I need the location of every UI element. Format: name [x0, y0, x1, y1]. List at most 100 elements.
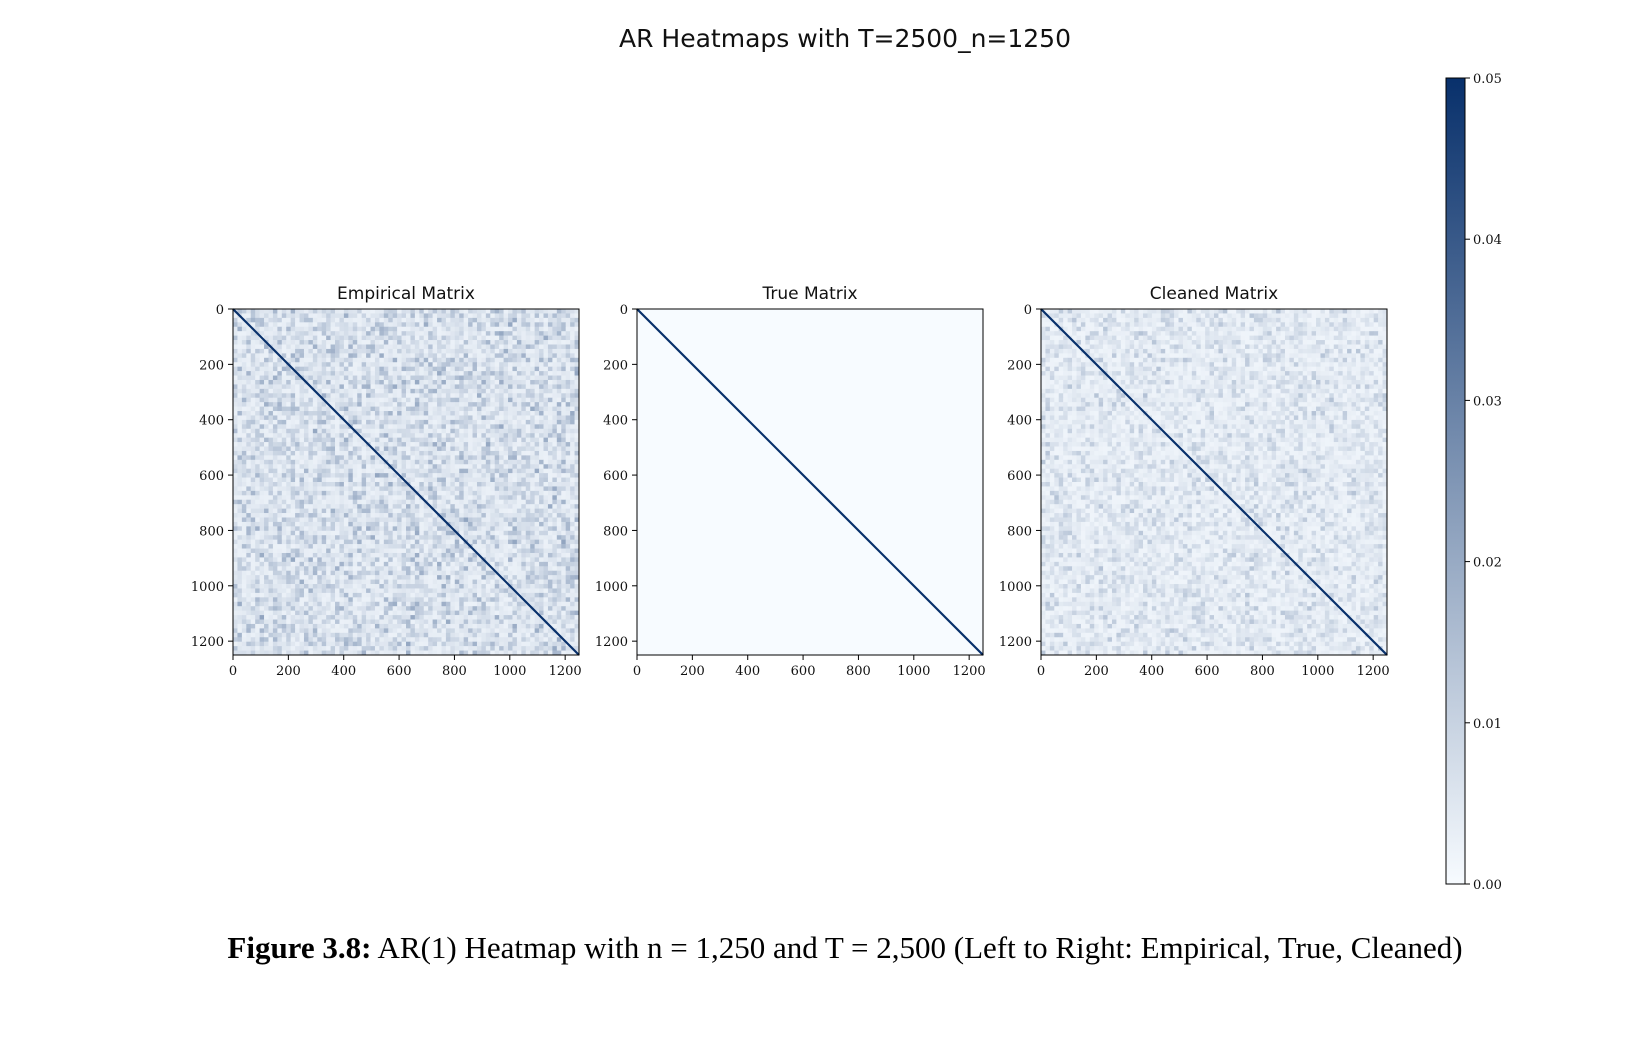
- heatmap-cell: [357, 499, 362, 505]
- heatmap-cell: [348, 526, 354, 532]
- heatmap-cell: [481, 579, 487, 585]
- heatmap-cell: [547, 548, 553, 554]
- heatmap-cell: [250, 566, 256, 572]
- heatmap-cell: [264, 570, 269, 576]
- heatmap-cell: [530, 415, 535, 421]
- heatmap-cell: [268, 442, 274, 447]
- heatmap-cell: [494, 490, 500, 496]
- heatmap-cell: [277, 313, 283, 319]
- heatmap-cell: [233, 313, 238, 319]
- heatmap-cell: [556, 521, 562, 527]
- heatmap-cell: [303, 348, 309, 354]
- heatmap-cell: [374, 344, 380, 350]
- heatmap-cell: [312, 442, 318, 447]
- heatmap-cell: [570, 379, 575, 385]
- heatmap-cell: [521, 379, 527, 385]
- heatmap-cell: [516, 322, 522, 328]
- heatmap-cell: [454, 357, 460, 363]
- heatmap-cell: [468, 406, 473, 412]
- heatmap-cell: [357, 340, 362, 345]
- heatmap-cell: [468, 344, 473, 350]
- heatmap-cell: [299, 442, 305, 447]
- heatmap-cell: [397, 482, 402, 487]
- heatmap-cell: [494, 566, 500, 572]
- heatmap-cell: [241, 508, 247, 514]
- heatmap-cell: [530, 375, 535, 381]
- heatmap-cell: [485, 473, 491, 478]
- heatmap-cell: [388, 557, 393, 563]
- heatmap-cell: [357, 459, 362, 465]
- heatmap-cell: [339, 375, 345, 381]
- heatmap-cell: [561, 419, 566, 425]
- heatmap-cell: [543, 371, 549, 376]
- heatmap-cell: [388, 468, 393, 474]
- heatmap-cell: [237, 513, 243, 518]
- heatmap-cell: [485, 490, 491, 496]
- heatmap-cell: [565, 561, 571, 567]
- heatmap-cell: [512, 495, 518, 501]
- heatmap-cell: [290, 584, 296, 589]
- heatmap-cell: [423, 455, 429, 461]
- heatmap-cell: [308, 539, 314, 545]
- heatmap-cell: [552, 508, 558, 514]
- heatmap-cell: [286, 504, 291, 509]
- heatmap-cell: [530, 393, 535, 399]
- heatmap-cell: [343, 322, 349, 328]
- heatmap-cell: [454, 450, 460, 456]
- heatmap-cell: [521, 419, 527, 425]
- heatmap-cell: [459, 326, 464, 332]
- heatmap-cell: [233, 588, 238, 594]
- heatmap-cell: [570, 477, 575, 483]
- heatmap-cell: [552, 557, 558, 563]
- heatmap-cell: [450, 557, 456, 563]
- heatmap-cell: [472, 459, 478, 465]
- heatmap-cell: [388, 362, 393, 367]
- heatmap-cell: [494, 526, 500, 532]
- heatmap-cell: [237, 362, 243, 367]
- heatmap-cell: [485, 486, 491, 492]
- heatmap-cell: [472, 446, 478, 452]
- heatmap-cell: [499, 544, 504, 549]
- heatmap-cell: [366, 433, 371, 438]
- heatmap-cell: [388, 552, 393, 558]
- heatmap-cell: [392, 335, 398, 341]
- heatmap-cell: [250, 455, 256, 461]
- heatmap-cell: [419, 530, 425, 536]
- heatmap-cell: [556, 428, 562, 434]
- heatmap-cell: [534, 428, 540, 434]
- heatmap-cell: [290, 468, 296, 474]
- heatmap-cell: [406, 326, 411, 332]
- heatmap-cell: [530, 437, 535, 443]
- heatmap-cell: [437, 477, 442, 483]
- heatmap-cell: [286, 371, 291, 376]
- heatmap-cell: [534, 450, 540, 456]
- heatmap-cell: [303, 371, 309, 376]
- heatmap-cell: [512, 313, 518, 319]
- heatmap-cell: [565, 384, 571, 390]
- heatmap-cell: [414, 552, 420, 558]
- heatmap-cell: [543, 508, 549, 514]
- heatmap-cell: [374, 446, 380, 452]
- heatmap-cell: [556, 575, 562, 580]
- heatmap-cell: [370, 371, 376, 376]
- heatmap-cell: [539, 570, 544, 576]
- heatmap-cell: [574, 384, 580, 390]
- heatmap-cell: [525, 495, 531, 501]
- heatmap-cell: [530, 411, 535, 416]
- heatmap-cell: [459, 450, 464, 456]
- heatmap-cell: [330, 388, 336, 394]
- heatmap-cell: [259, 446, 265, 452]
- heatmap-cell: [432, 450, 438, 456]
- heatmap-cell: [357, 357, 362, 363]
- heatmap-cell: [450, 508, 456, 514]
- heatmap-cell: [530, 535, 535, 540]
- heatmap-cell: [348, 482, 354, 487]
- heatmap-cell: [459, 309, 464, 314]
- heatmap-cell: [246, 504, 252, 509]
- heatmap-cell: [330, 504, 336, 509]
- heatmap-cell: [574, 521, 580, 527]
- heatmap-cell: [525, 357, 531, 363]
- heatmap-cell: [259, 473, 265, 478]
- heatmap-cell: [259, 575, 265, 580]
- heatmap-cell: [388, 402, 393, 407]
